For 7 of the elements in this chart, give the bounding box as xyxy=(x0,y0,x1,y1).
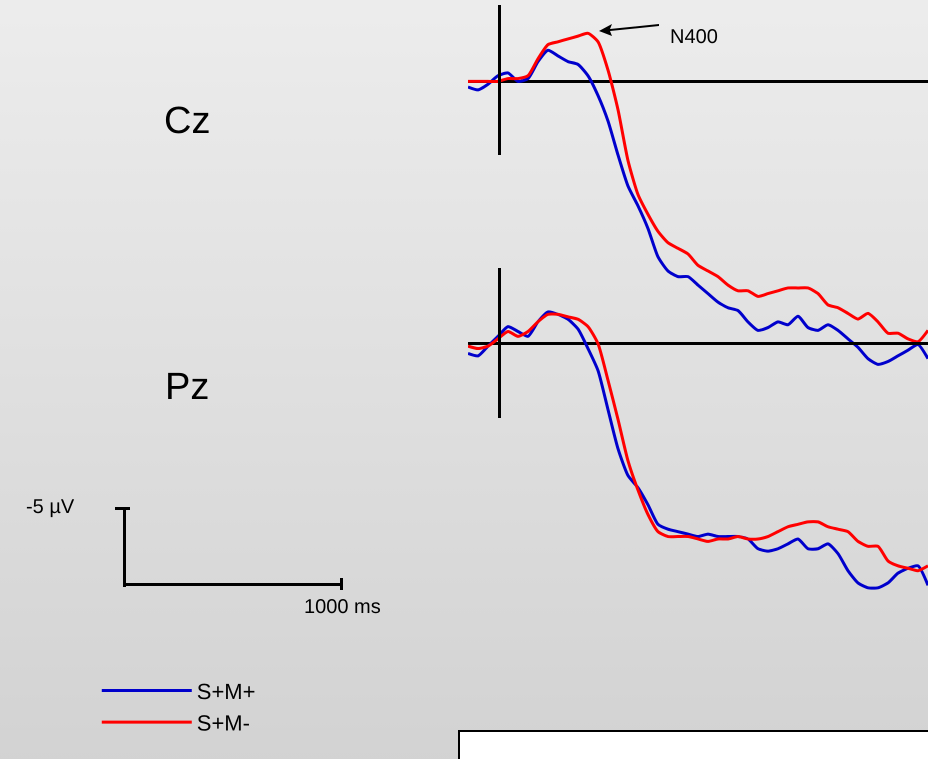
text: Cz xyxy=(164,100,210,142)
annotation: N400 xyxy=(670,26,718,48)
legend-label: S+M+ xyxy=(196,679,256,704)
text: 1000 ms xyxy=(304,596,381,618)
legend-label: S+M- xyxy=(196,710,250,736)
text: -5 µV xyxy=(26,496,75,518)
text: Pz xyxy=(165,366,210,408)
